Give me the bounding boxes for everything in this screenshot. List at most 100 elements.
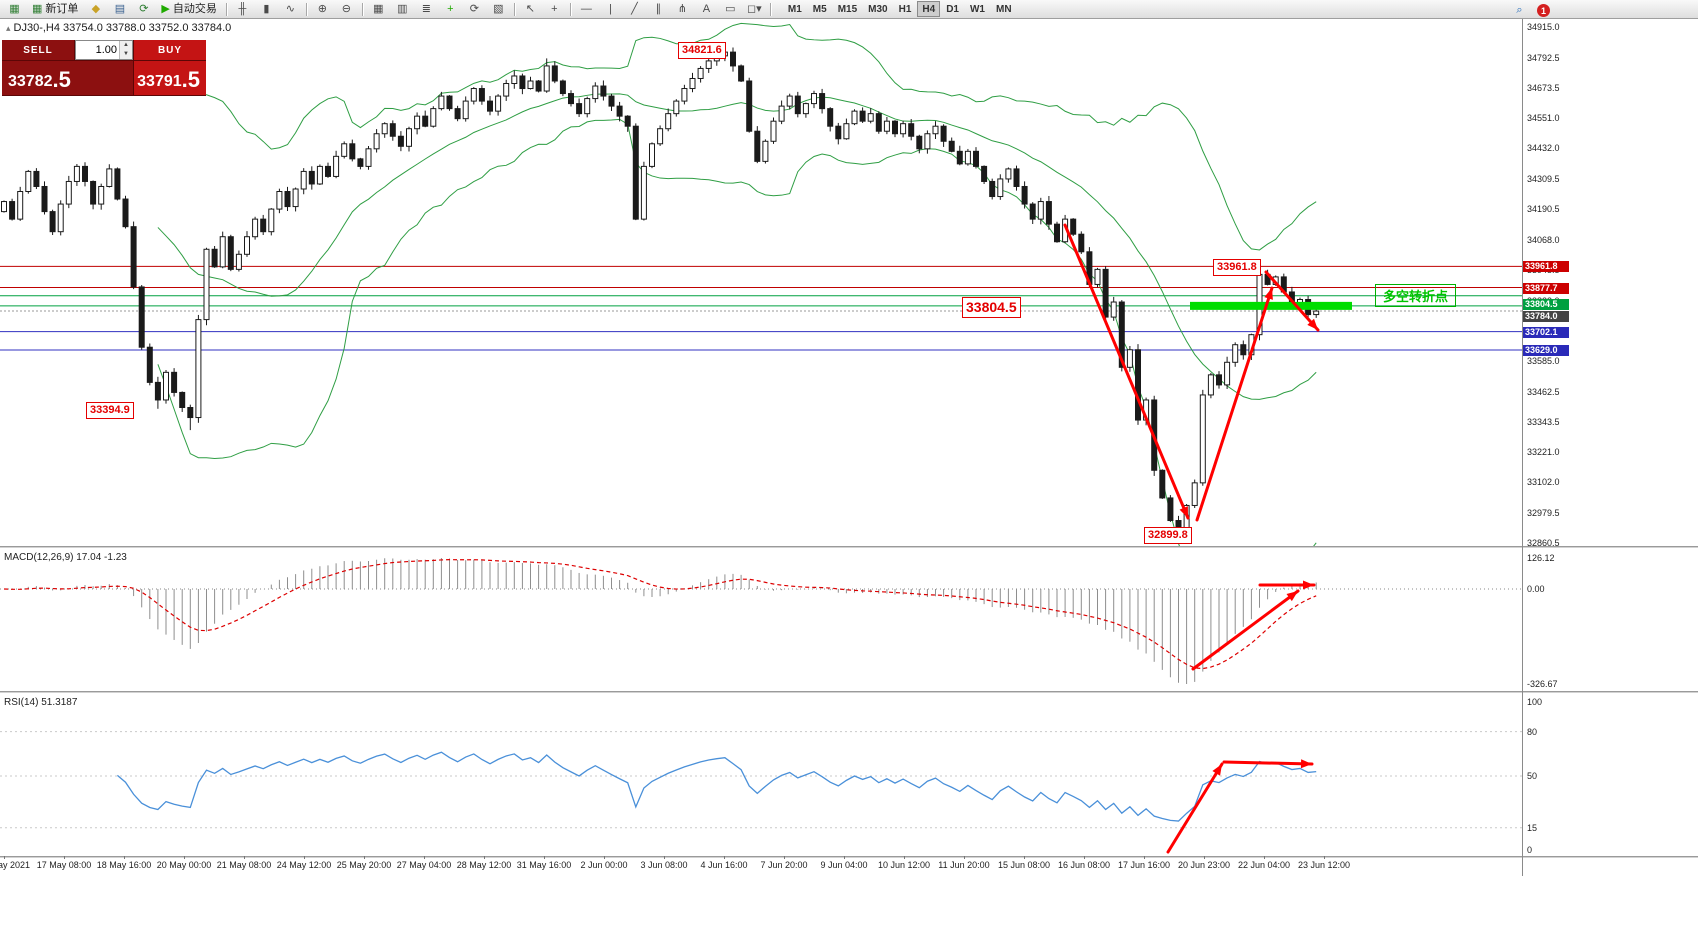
track-chart-icon[interactable]: ≣ [415,1,438,18]
text-tool-icon[interactable]: A [695,1,718,18]
volume-input[interactable] [76,41,119,59]
timeframe-w1[interactable]: W1 [969,3,985,15]
time-axis-label: 7 Jun 20:00 [760,860,808,870]
macd-axis-label: 126.12 [1527,553,1555,563]
chart-profile-icon: ◆ [91,2,101,15]
rsi-axis-label: 0 [1527,845,1533,855]
vline-tool-icon[interactable]: | [599,1,622,18]
price-callout[interactable]: 33961.8 [1213,259,1261,276]
price-tag: 33629.0 [1523,344,1569,356]
trend-arrows-layer[interactable] [1063,223,1320,522]
timeframe-m15[interactable]: M15 [837,3,858,15]
price-axis-label: 33704.5 [1527,326,1560,337]
shapes-tool-icon[interactable]: ◻▾ [743,1,766,18]
refresh-icon[interactable]: ⟳ [463,1,486,18]
price-tag: 33877.7 [1523,282,1569,294]
sell-price-int: 33782 [8,73,53,90]
hline-tool-icon[interactable]: — [575,1,598,18]
price-axis-label: 33221.0 [1527,447,1560,458]
auto-arrange-icon: ▥ [397,2,408,15]
time-axis-label: 28 May 12:00 [456,860,512,870]
price-axis-label: 33945.5 [1527,265,1560,276]
fibonacci-tool-icon[interactable]: ⋔ [671,1,694,18]
rsi-axis-label: 100 [1527,697,1543,707]
time-axis-label: 24 May 12:00 [276,860,332,870]
tile-windows-icon[interactable]: ▦ [367,1,390,18]
volume-spinner: ▲ ▼ [119,41,132,59]
toolbar-right-group: ⌕ 1 [1508,2,1550,19]
timeframe-d1[interactable]: D1 [946,3,959,15]
label-tool-icon[interactable]: ▭ [719,1,742,18]
channel-tool-icon[interactable]: ∥ [647,1,670,18]
volume-down-button[interactable]: ▼ [120,50,132,59]
text-tool-icon: A [702,2,711,15]
bar-chart-icon: ╫ [238,2,247,15]
main-chart-canvas[interactable] [0,19,1522,546]
chart-profile-icon[interactable]: ◆ [84,1,107,18]
timeframe-m30[interactable]: M30 [868,3,888,15]
rsi-arrows-layer[interactable] [1166,759,1314,854]
rsi-axis-label: 50 [1527,771,1538,781]
panel-separator[interactable] [0,546,1698,549]
rsi-panel-canvas[interactable] [0,694,1522,856]
price-tag: 33804.5 [1523,298,1569,310]
time-axis-label: 20 May 00:00 [156,860,212,870]
time-axis-label: 23 Jun 12:00 [1297,860,1351,870]
volume-input-wrap: ▲ ▼ [75,40,133,60]
buy-button[interactable]: BUY [134,40,206,60]
sell-button[interactable]: SELL [2,40,74,60]
new-order-button[interactable]: ▦ 新订单 [27,1,83,18]
notifications-badge[interactable]: 1 [1537,4,1550,17]
price-callout[interactable]: 33804.5 [962,297,1021,318]
toolbar-separator [305,2,307,16]
toolbar-separator [225,2,227,16]
price-axis-label: 34551.0 [1527,113,1560,124]
toolbar-separator [769,2,771,16]
trendline-tool-icon[interactable]: ╱ [623,1,646,18]
data-window-icon[interactable]: ⟳ [132,1,155,18]
bar-chart-icon[interactable]: ╫ [231,1,254,18]
crosshair-icon[interactable]: + [543,1,566,18]
templates-icon[interactable]: ▧ [487,1,510,18]
chart-window-icon[interactable]: ▦ [3,1,26,18]
time-axis-label: 15 Jun 08:00 [997,860,1051,870]
chart-quote-line: ▴ DJ30-,H4 33754.0 33788.0 33752.0 33784.… [6,22,231,34]
macd-panel-canvas[interactable] [0,549,1522,691]
timeframe-h1[interactable]: H1 [898,3,912,15]
toolbar-items: ▦ ▦ 新订单 ◆ ▤ ⟳ ▶ 自动交易 ╫ ▮ ∿ ⊕ ⊖ ▦ ▥ ≣ + ⟳ ▧ ↖ + — | ╱ ∥ ⋔ A ▭ ◻▾ [3,1,774,18]
time-axis-label: 25 May 20:00 [336,860,392,870]
add-chart-icon[interactable]: + [439,1,462,18]
timeframe-h4[interactable]: H4 [917,1,941,17]
zoom-in-icon[interactable]: ⊕ [311,1,334,18]
candlestick-chart-icon[interactable]: ▮ [255,1,278,18]
channel-tool-icon: ∥ [655,2,662,15]
sell-price[interactable]: 33782.5 [2,61,133,95]
sell-price-frac: .5 [52,67,71,92]
price-axis-label: 33462.5 [1527,386,1560,397]
market-watch-icon[interactable]: ▤ [108,1,131,18]
timeframe-m5[interactable]: M5 [812,3,827,15]
price-callout[interactable]: 34821.6 [678,42,726,59]
quick-search-icon[interactable]: ⌕ [1516,4,1523,16]
buy-price[interactable]: 33791.5 [134,61,206,95]
zoom-out-icon[interactable]: ⊖ [335,1,358,18]
line-chart-icon[interactable]: ∿ [279,1,302,18]
time-axis-label: 21 May 08:00 [216,860,272,870]
price-callout[interactable]: 33394.9 [86,402,134,419]
cursor-icon[interactable]: ↖ [519,1,542,18]
cursor-icon: ↖ [525,2,535,15]
panel-separator[interactable] [0,691,1698,694]
price-tag: 33702.1 [1523,326,1569,338]
auto-arrange-icon[interactable]: ▥ [391,1,414,18]
macd-arrows-layer[interactable] [1191,580,1316,671]
timeframe-m1[interactable]: M1 [787,3,802,15]
price-callout[interactable]: 32899.8 [1144,527,1192,544]
time-axis-border [0,856,1698,859]
volume-up-button[interactable]: ▲ [120,41,132,50]
toolbar-separator [569,2,571,16]
autotrading-button[interactable]: ▶ 自动交易 [156,1,221,18]
bull-bear-pivot-annotation[interactable]: 多空转折点 [1375,284,1457,307]
timeframe-mn[interactable]: MN [995,3,1012,15]
shapes-tool-icon: ◻▾ [747,2,762,15]
